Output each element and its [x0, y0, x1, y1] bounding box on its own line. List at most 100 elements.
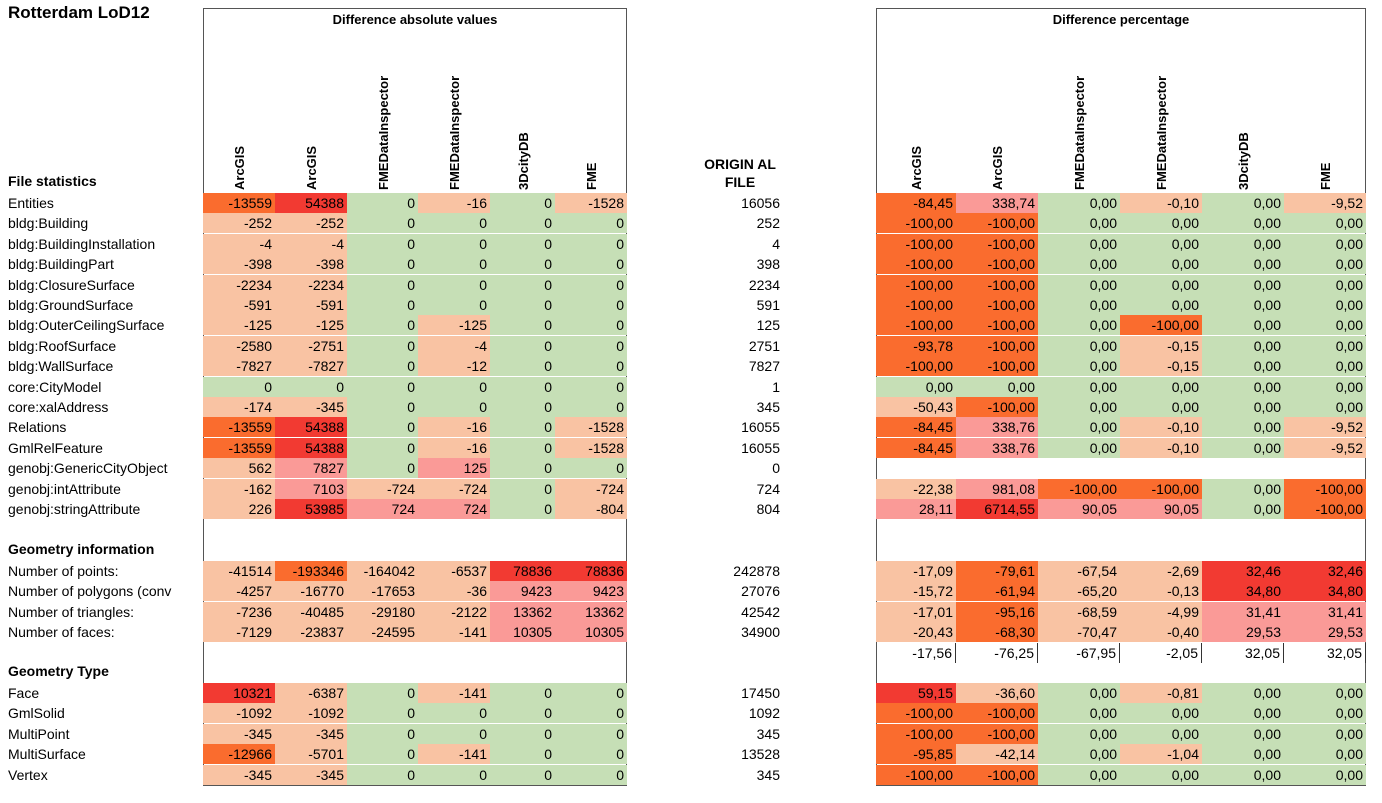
pct-value-cell: 0,00	[1202, 376, 1284, 397]
abs-value-cell: -125	[203, 315, 275, 336]
abs-value-cell: 9423	[555, 581, 627, 602]
abs-col-header: 3DcityDB	[515, 132, 531, 190]
pct-value-cell: -100,00	[956, 295, 1038, 315]
abs-value-cell: 0	[418, 254, 490, 275]
original-value: 7827	[748, 358, 780, 375]
pct-value-cell: -100,00	[876, 213, 956, 234]
abs-value-cell: 9423	[490, 581, 555, 602]
pct-value-cell: -100,00	[876, 295, 956, 315]
original-value: 17450	[741, 685, 780, 701]
pct-value-cell: 34,80	[1284, 581, 1366, 602]
pct-value-cell: 0,00	[1202, 193, 1284, 213]
pct-value-cell: -4,99	[1120, 601, 1202, 622]
original-value: 4	[772, 235, 780, 252]
original-value: 42542	[741, 603, 780, 620]
abs-value-cell: -2234	[275, 274, 347, 295]
abs-value-cell: 0	[418, 376, 490, 397]
row-label: Relations	[8, 419, 67, 436]
pct-value-cell: 0,00	[1120, 295, 1202, 315]
row-label: genobj:GenericCityObject	[8, 460, 168, 477]
abs-value-cell: -724	[555, 478, 627, 499]
abs-value-cell: 13362	[490, 601, 555, 622]
original-file-header: ORIGIN AL FILE	[704, 156, 776, 190]
abs-col-header: FMEDataInspector	[375, 75, 391, 190]
pct-value-cell: 0,00	[1038, 193, 1120, 213]
pct-value-cell	[1120, 458, 1202, 478]
pct-value-cell: 0,00	[1284, 683, 1366, 703]
abs-value-cell: 226	[203, 499, 275, 519]
pct-value-cell: 0,00	[1038, 397, 1120, 417]
abs-value-cell: 0	[490, 274, 555, 295]
abs-value-cell: -29180	[347, 601, 418, 622]
abs-value-cell: -6537	[418, 561, 490, 581]
abs-value-cell: 0	[555, 335, 627, 356]
pct-value-cell: 0,00	[1120, 703, 1202, 724]
abs-value-cell: -345	[203, 723, 275, 744]
abs-value-cell: 0	[347, 254, 418, 275]
row-label: bldg:BuildingInstallation	[8, 235, 156, 252]
abs-value-cell: 0	[490, 254, 555, 275]
abs-value-cell: -24595	[347, 622, 418, 643]
abs-value-cell: 54388	[275, 437, 347, 458]
abs-value-cell: 0	[490, 193, 555, 213]
pct-value-cell: 0,00	[1038, 356, 1120, 377]
section-title: Geometry Type	[8, 663, 109, 679]
pct-value-cell: -9,52	[1284, 437, 1366, 458]
pct-value-cell: -93,78	[876, 335, 956, 356]
abs-value-cell: 0	[347, 437, 418, 458]
pct-value-cell: -17,01	[876, 601, 956, 622]
pct-value-cell: -100,00	[956, 213, 1038, 234]
abs-value-cell: 0	[418, 703, 490, 724]
abs-value-cell: -724	[347, 478, 418, 499]
abs-value-cell: 0	[203, 376, 275, 397]
pct-value-cell: -100,00	[956, 356, 1038, 377]
abs-value-cell: -1092	[203, 703, 275, 724]
abs-value-cell: -345	[275, 764, 347, 785]
pct-value-cell: -84,45	[876, 437, 956, 458]
abs-value-cell: 0	[347, 295, 418, 315]
pct-value-cell: 31,41	[1202, 601, 1284, 622]
pct-value-cell: 31,41	[1284, 601, 1366, 622]
pct-value-cell: -100,00	[956, 233, 1038, 254]
pct-value-cell: 0,00	[1284, 335, 1366, 356]
original-value: 1	[772, 378, 780, 395]
pct-value-cell: 0,00	[1284, 233, 1366, 254]
pct-value-cell: -100,00	[1284, 478, 1366, 499]
average-cell: -76,25	[956, 643, 1038, 663]
pct-value-cell: 32,46	[1284, 561, 1366, 581]
pct-value-cell: 0,00	[1038, 295, 1120, 315]
pct-value-cell: -61,94	[956, 581, 1038, 602]
abs-value-cell: 0	[347, 703, 418, 724]
pct-value-cell: -1,04	[1120, 744, 1202, 765]
abs-value-cell: 0	[555, 356, 627, 377]
abs-value-cell: -345	[275, 723, 347, 744]
original-value: 27076	[741, 583, 780, 600]
pct-col-header: ArcGIS	[909, 145, 924, 190]
abs-value-cell: 724	[418, 499, 490, 519]
pct-value-cell: 0,00	[1038, 683, 1120, 703]
abs-value-cell: 0	[490, 335, 555, 356]
pct-value-cell: -68,59	[1038, 601, 1120, 622]
abs-value-cell: 0	[347, 417, 418, 438]
original-value: 242878	[733, 563, 780, 579]
abs-value-cell: -125	[275, 315, 347, 336]
pct-col-header: ArcGIS	[990, 145, 1005, 190]
abs-value-cell: -252	[275, 213, 347, 234]
pct-value-cell	[1284, 458, 1366, 478]
pct-value-cell: -0,10	[1120, 417, 1202, 438]
pct-value-cell: -100,00	[956, 397, 1038, 417]
row-label: GmlSolid	[8, 705, 65, 722]
abs-value-cell: -13559	[203, 437, 275, 458]
abs-col-header: ArcGIS	[232, 145, 247, 190]
row-label: bldg:Building	[8, 215, 89, 232]
pct-value-cell: 0,00	[1284, 397, 1366, 417]
original-value: 125	[756, 317, 780, 334]
percentage-title: Difference percentage	[1052, 12, 1190, 27]
pct-value-cell: 0,00	[1284, 703, 1366, 724]
abs-value-cell: -2122	[418, 601, 490, 622]
average-cell: -2,05	[1120, 643, 1202, 663]
original-value: 345	[756, 725, 780, 742]
average-cell: -67,95	[1038, 643, 1120, 663]
pct-col-header: FMEDataInspector	[1154, 75, 1169, 190]
abs-value-cell: -193346	[275, 561, 347, 581]
